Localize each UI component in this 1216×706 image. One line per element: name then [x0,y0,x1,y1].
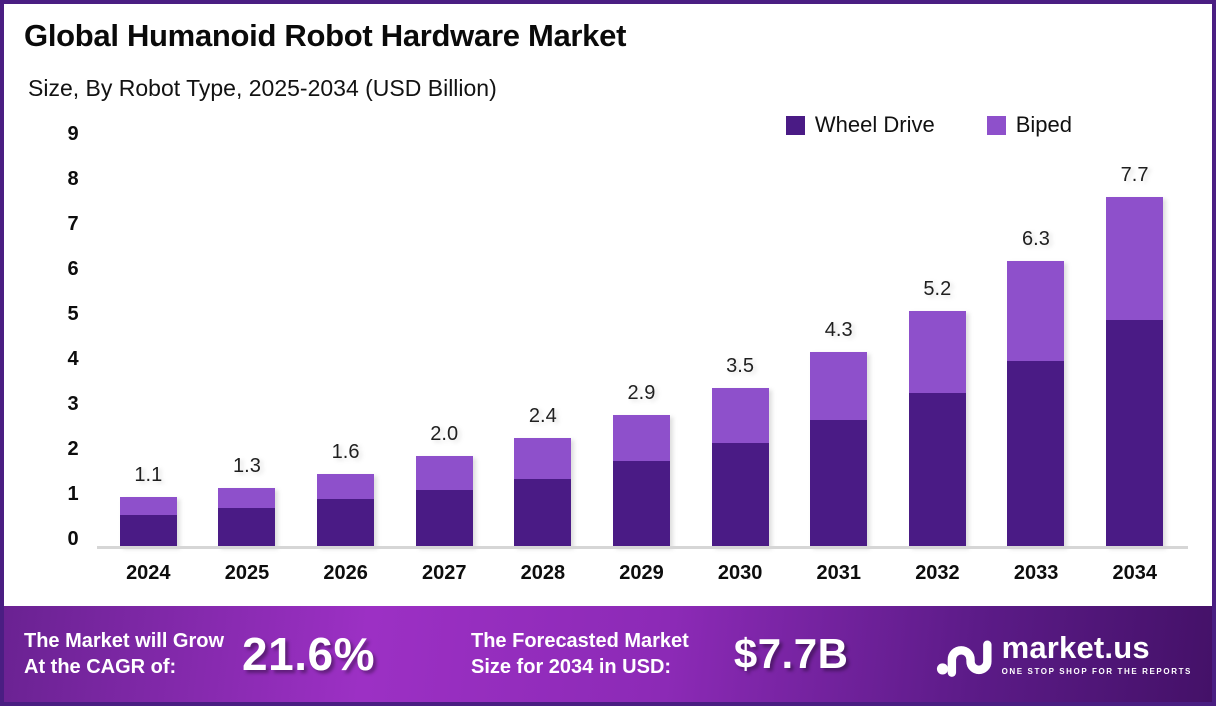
bar-segment-wheel-drive [1106,320,1164,547]
y-tick-label: 8 [67,168,79,190]
bar-group-2034: 7.7 [1106,164,1164,547]
cagr-label: The Market will Grow At the CAGR of: [24,628,224,680]
bar-segment-wheel-drive [218,508,276,547]
x-tick-label-2033: 2033 [1013,562,1059,584]
bar-segment-wheel-drive [711,442,769,547]
x-tick-label-2029: 2029 [619,562,664,584]
bar-segment-wheel-drive [317,499,375,547]
y-tick-label: 6 [67,258,79,280]
legend-label-biped: Biped [1015,112,1072,137]
bar-total-label: 4.3 [824,318,853,341]
bar-total-label: 1.1 [134,464,163,487]
bar-segment-biped [119,497,177,516]
logo-tagline: ONE STOP SHOP FOR THE REPORTS [1001,667,1192,676]
bar-segment-biped [1106,197,1164,320]
plot-area: 1.1 1.3 1.6 2.0 2.4 2.9 3.5 4.3 5.2 6.3 7.7 [99,124,1184,547]
bar-total-label: 2.9 [627,382,656,405]
page-title: Global Humanoid Robot Hardware Market [24,18,627,53]
forecast-label-line1: The Forecasted Market [470,630,689,652]
bar-segment-biped [317,474,375,500]
bar-group-2025: 1.3 [218,455,276,547]
marketus-logo-icon [936,640,992,677]
bar-group-2032: 5.2 [908,277,966,547]
y-tick-label: 1 [67,483,79,505]
bar-segment-wheel-drive [514,478,572,547]
y-tick-label: 7 [67,213,79,235]
bar-total-label: 2.4 [528,405,557,428]
x-tick-label-2027: 2027 [421,562,467,584]
x-axis: 2024 2025 2026 2027 2028 2029 2030 2031 2032 2033… [99,562,1184,585]
forecast-value: $7.7B [733,630,849,677]
bar-segment-wheel-drive [1007,360,1065,547]
stacked-bar-chart: 0 1 2 3 4 5 6 7 8 9 1.1 1.3 1.6 2.0 2.4 2.9 3.5 4.3 5.2 6.… [4,123,1212,550]
x-tick-label-2024: 2024 [126,562,171,584]
bottom-banner: The Market will Grow At the CAGR of: 21.… [4,606,1212,702]
bar-group-2026: 1.6 [317,441,375,547]
bar-segment-biped [415,456,473,491]
x-tick-label-2026: 2026 [323,562,368,584]
cagr-value: 21.6% [242,628,375,680]
cagr-label-line2: At the CAGR of: [24,656,177,678]
logo-text-block: market.us ONE STOP SHOP FOR THE REPORTS [1002,632,1192,676]
x-tick-label-2025: 2025 [224,562,270,584]
x-tick-label-2034: 2034 [1112,562,1157,584]
y-tick-label: 4 [67,348,79,370]
bar-segment-biped [908,310,966,393]
forecast-label: The Forecasted Market Size for 2034 in U… [471,628,689,680]
bar-total-label: 6.3 [1022,228,1050,251]
chart-legend: Wheel Drive Biped [785,112,1072,138]
bar-segment-biped [218,488,276,509]
bar-total-label: 1.6 [331,441,360,464]
x-tick-label-2031: 2031 [816,562,862,584]
y-tick-label: 0 [67,528,79,550]
bar-segment-biped [711,388,769,443]
legend-swatch-biped [986,115,1006,135]
bar-group-2024: 1.1 [119,464,177,547]
bar-segment-biped [612,415,670,461]
y-tick-label: 2 [67,438,79,460]
bar-group-2028: 2.4 [514,405,572,547]
bar-segment-wheel-drive [612,460,670,547]
bar-segment-wheel-drive [908,392,966,547]
bar-segment-biped [514,438,572,479]
x-tick-label-2028: 2028 [520,562,566,584]
y-tick-label: 9 [67,123,79,145]
page-subtitle: Size, By Robot Type, 2025-2034 (USD Bill… [28,75,497,101]
bar-segment-biped [1007,261,1065,361]
bar-group-2030: 3.5 [711,355,769,547]
bar-total-label: 5.2 [923,277,952,300]
bar-total-label: 2.0 [430,423,459,446]
legend-label-wheel-drive: Wheel Drive [814,112,935,137]
bar-group-2029: 2.9 [612,382,670,547]
legend-item-biped: Biped [986,112,1072,138]
bar-segment-wheel-drive [415,490,473,547]
bar-group-2027: 2.0 [415,423,473,547]
y-axis: 0 1 2 3 4 5 6 7 8 9 [56,123,90,550]
forecast-label-line2: Size for 2034 in USD: [470,656,672,678]
bar-segment-wheel-drive [119,515,177,547]
bar-group-2033: 6.3 [1007,228,1065,547]
x-tick-label-2030: 2030 [717,562,763,584]
legend-item-wheel-drive: Wheel Drive [785,112,935,138]
bar-segment-wheel-drive [810,419,868,547]
y-tick-label: 5 [67,303,79,325]
legend-swatch-wheel-drive [785,115,805,135]
logo-name: market.us [1001,630,1150,665]
x-tick-label-2032: 2032 [915,562,960,584]
x-axis-line [97,546,1188,549]
marketus-logo: market.us ONE STOP SHOP FOR THE REPORTS [936,630,1192,678]
y-tick-label: 3 [67,393,79,415]
bar-group-2031: 4.3 [810,318,868,547]
bar-total-label: 3.5 [726,355,754,378]
bar-total-label: 1.3 [233,455,261,478]
cagr-label-line1: The Market will Grow [24,630,225,652]
bar-total-label: 7.7 [1120,164,1149,187]
bar-segment-biped [810,351,868,420]
